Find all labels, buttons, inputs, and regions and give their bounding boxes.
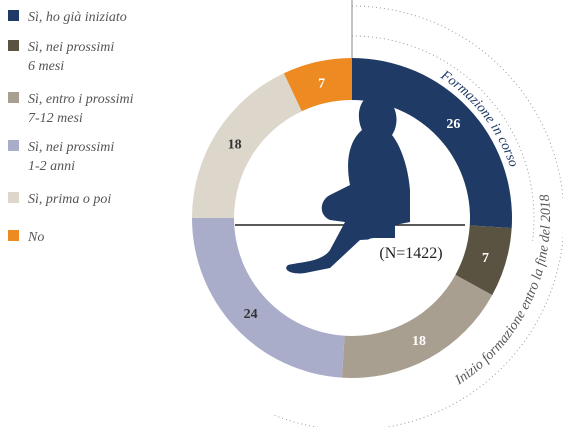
legend-label: Sì, entro i prossimi 7-12 mesi xyxy=(28,92,134,126)
n-label: (N=1422) xyxy=(379,245,442,262)
legend-label-line: 1-2 anni xyxy=(28,159,75,174)
legend-label: Sì, prima o poi xyxy=(28,192,111,207)
legend-swatch xyxy=(8,40,19,51)
donut-segment xyxy=(342,275,492,378)
legend-label-line: 7-12 mesi xyxy=(28,111,83,126)
legend-swatch xyxy=(8,10,19,21)
legend-label-line: Sì, nei prossimi xyxy=(28,140,114,155)
legend-swatch xyxy=(8,140,19,151)
value-label: 26 xyxy=(446,117,460,132)
legend-swatch xyxy=(8,192,19,203)
legend-label: Sì, nei prossimi 6 mesi xyxy=(28,40,114,74)
legend-swatch xyxy=(8,92,19,103)
value-label: 24 xyxy=(244,307,258,322)
value-label: 7 xyxy=(482,251,489,266)
legend: Sì, ho già iniziato Sì, nei prossimi 6 mes… xyxy=(8,10,134,245)
legend-label-line: 6 mesi xyxy=(28,59,64,74)
legend-swatch xyxy=(8,230,19,241)
chart: 2671824187(N=1422) Sì, ho già iniziatoSì… xyxy=(0,0,563,427)
legend-label-line: Sì, nei prossimi xyxy=(28,40,114,55)
donut-segment xyxy=(192,73,302,218)
legend-label-line: Sì, entro i prossimi xyxy=(28,92,134,107)
legend-label: Sì, ho già iniziato xyxy=(28,10,127,25)
ring: 26 7 18 24 18 7 (N=1422) xyxy=(192,58,512,378)
legend-label: Sì, nei prossimi 1-2 anni xyxy=(28,140,114,174)
value-label: 7 xyxy=(318,76,325,91)
legend-label: No xyxy=(27,230,44,245)
donut-segment xyxy=(192,218,345,378)
value-label: 18 xyxy=(228,138,242,153)
value-label: 18 xyxy=(412,334,426,349)
